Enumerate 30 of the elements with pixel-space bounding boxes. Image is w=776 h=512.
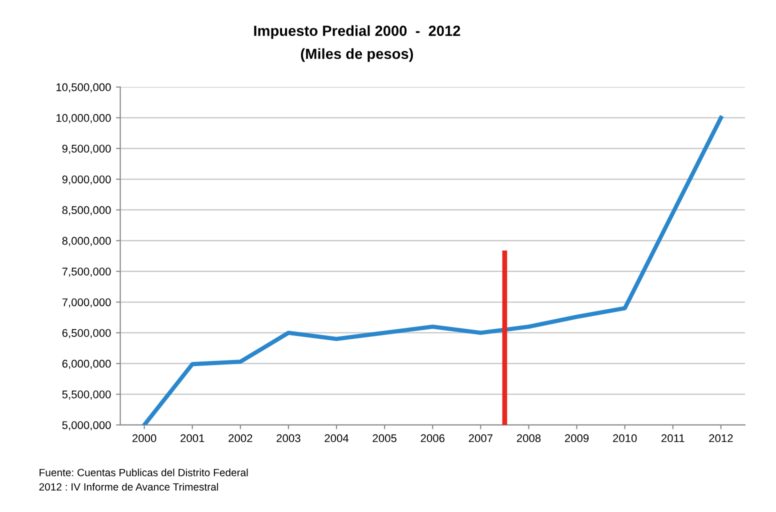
y-tick-label: 5,500,000 <box>62 390 111 400</box>
y-tick-label: 6,000,000 <box>62 360 111 369</box>
x-tick-label: 2000 <box>132 434 156 442</box>
chart-subtitle: (Miles de pesos) <box>300 48 413 62</box>
x-tick-label: 2003 <box>276 434 300 442</box>
x-tick-label: 2006 <box>420 434 444 442</box>
y-tick-label: 8,000,000 <box>62 236 111 246</box>
y-tick-label: 9,500,000 <box>62 144 111 154</box>
source-note: Fuente: Cuentas Publicas del Distrito Federal <box>40 468 248 476</box>
x-tick-label: 2008 <box>516 434 541 442</box>
y-tick-label: 5,000,000 <box>62 421 111 430</box>
x-tick-label: 2007 <box>468 434 492 442</box>
x-tick-label: 2005 <box>372 434 396 442</box>
line-series <box>142 116 724 425</box>
x-tick-label: 2012 <box>709 434 733 442</box>
y-tick-label: 6,500,000 <box>62 329 111 338</box>
text: 2012 : IV Informe de Avance Trimestral <box>39 482 218 491</box>
y-tick-label: 10,500,000 <box>56 83 111 92</box>
y-tick-label: 7,000,000 <box>62 298 111 308</box>
y-tick-label: 9,000,000 <box>62 175 111 185</box>
y-tick-label: 8,500,000 <box>62 206 111 216</box>
x-tick-label: 2009 <box>564 434 589 442</box>
chart-title: Impuesto Predial 2000 - 2012 <box>254 25 460 39</box>
y-tick-label: 10,000,000 <box>56 114 111 124</box>
x-tick-label: 2002 <box>228 434 252 442</box>
x-tick-label: 2001 <box>180 434 204 442</box>
x-tick-label: 2004 <box>324 434 349 442</box>
x-tick-label: 2011 <box>661 434 684 442</box>
y-tick-label: 7,500,000 <box>62 268 111 277</box>
x-tick-label: 2010 <box>613 434 637 442</box>
